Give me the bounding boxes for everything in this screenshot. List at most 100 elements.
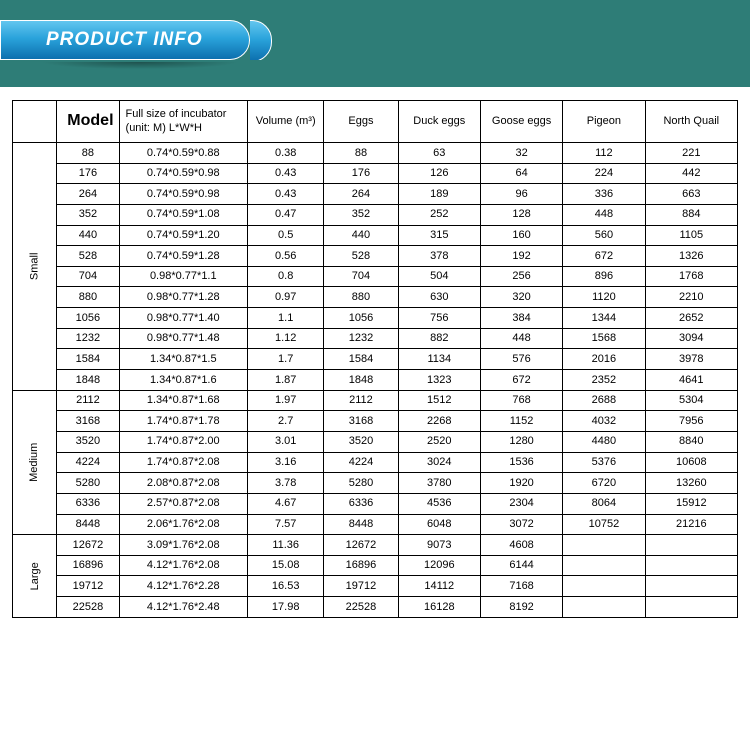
cell-duck: 504 [398,266,480,287]
spec-table: Model Full size of incubator (unit: M) L… [12,100,738,618]
cell-pigeon [563,555,645,576]
cell-quail: 4641 [645,370,737,391]
cell-eggs: 528 [324,246,398,267]
cell-size: 0.74*0.59*1.28 [119,246,248,267]
cell-pigeon: 8064 [563,493,645,514]
cell-eggs: 8448 [324,514,398,535]
cell-duck: 378 [398,246,480,267]
cell-goose: 256 [480,266,562,287]
table-row: 168964.12*1.76*2.0815.0816896120966144 [13,555,738,576]
cell-goose: 2304 [480,493,562,514]
cell-model: 880 [57,287,119,308]
cell-goose: 320 [480,287,562,308]
cell-volume: 0.97 [248,287,324,308]
cell-goose: 1920 [480,473,562,494]
cell-goose: 3072 [480,514,562,535]
cell-size: 1.74*0.87*1.78 [119,411,248,432]
header-quail: North Quail [645,101,737,143]
cell-pigeon [563,597,645,618]
cell-eggs: 88 [324,143,398,164]
cell-goose: 1280 [480,431,562,452]
cell-eggs: 264 [324,184,398,205]
cell-goose: 7168 [480,576,562,597]
cell-model: 5280 [57,473,119,494]
cell-quail [645,555,737,576]
cell-quail: 8840 [645,431,737,452]
cell-size: 0.74*0.59*0.88 [119,143,248,164]
cell-quail: 2210 [645,287,737,308]
cell-quail: 663 [645,184,737,205]
header-eggs: Eggs [324,101,398,143]
cell-goose: 768 [480,390,562,411]
cell-duck: 1323 [398,370,480,391]
cell-volume: 0.5 [248,225,324,246]
banner-title: PRODUCT INFO [46,29,203,51]
cell-size: 0.98*0.77*1.1 [119,266,248,287]
cell-goose: 96 [480,184,562,205]
cell-size: 4.12*1.76*2.08 [119,555,248,576]
cell-eggs: 19712 [324,576,398,597]
table-row: 15841.34*0.87*1.51.71584113457620163978 [13,349,738,370]
table-row: 12320.98*0.77*1.481.12123288244815683094 [13,328,738,349]
cell-quail [645,576,737,597]
table-row: 8800.98*0.77*1.280.9788063032011202210 [13,287,738,308]
cell-quail: 5304 [645,390,737,411]
cell-size: 4.12*1.76*2.48 [119,597,248,618]
cell-pigeon: 112 [563,143,645,164]
table-row: 10560.98*0.77*1.401.1105675638413442652 [13,308,738,329]
table-row: 31681.74*0.87*1.782.73168226811524032795… [13,411,738,432]
cell-size: 3.09*1.76*2.08 [119,535,248,556]
table-row: 3520.74*0.59*1.080.47352252128448884 [13,204,738,225]
cell-size: 1.74*0.87*2.00 [119,431,248,452]
cell-size: 0.74*0.59*1.08 [119,204,248,225]
cell-model: 1056 [57,308,119,329]
cell-size: 4.12*1.76*2.28 [119,576,248,597]
cell-size: 0.74*0.59*0.98 [119,163,248,184]
cell-quail: 3978 [645,349,737,370]
cell-pigeon: 1120 [563,287,645,308]
banner-shadow [0,62,280,74]
cell-quail [645,597,737,618]
cell-size: 2.08*0.87*2.08 [119,473,248,494]
cell-pigeon [563,535,645,556]
header-duck: Duck eggs [398,101,480,143]
cell-duck: 16128 [398,597,480,618]
cell-goose: 1152 [480,411,562,432]
header-volume: Volume (m³) [248,101,324,143]
cell-eggs: 352 [324,204,398,225]
cell-pigeon: 4480 [563,431,645,452]
cell-model: 16896 [57,555,119,576]
table-row: 7040.98*0.77*1.10.87045042568961768 [13,266,738,287]
cell-goose: 160 [480,225,562,246]
cell-volume: 1.97 [248,390,324,411]
table-row: 225284.12*1.76*2.4817.9822528161288192 [13,597,738,618]
cell-model: 3168 [57,411,119,432]
table-row: 84482.06*1.76*2.087.57844860483072107522… [13,514,738,535]
cell-model: 528 [57,246,119,267]
product-info-banner: PRODUCT INFO [0,20,250,60]
cell-duck: 1134 [398,349,480,370]
header-model: Model [57,101,119,143]
cell-goose: 576 [480,349,562,370]
cell-eggs: 6336 [324,493,398,514]
table-row: 42241.74*0.87*2.083.16422430241536537610… [13,452,738,473]
cell-goose: 4608 [480,535,562,556]
header-size: Full size of incubator (unit: M) L*W*H [119,101,248,143]
cell-pigeon: 560 [563,225,645,246]
cell-eggs: 1848 [324,370,398,391]
header-row: Model Full size of incubator (unit: M) L… [13,101,738,143]
cell-eggs: 16896 [324,555,398,576]
cell-quail: 21216 [645,514,737,535]
cell-eggs: 1232 [324,328,398,349]
cell-model: 704 [57,266,119,287]
cell-duck: 1512 [398,390,480,411]
header-goose: Goose eggs [480,101,562,143]
cell-pigeon: 10752 [563,514,645,535]
cell-volume: 0.56 [248,246,324,267]
cell-model: 1584 [57,349,119,370]
spec-table-area: Model Full size of incubator (unit: M) L… [12,100,738,618]
group-header-blank [13,101,57,143]
cell-eggs: 3520 [324,431,398,452]
cell-duck: 4536 [398,493,480,514]
cell-duck: 6048 [398,514,480,535]
